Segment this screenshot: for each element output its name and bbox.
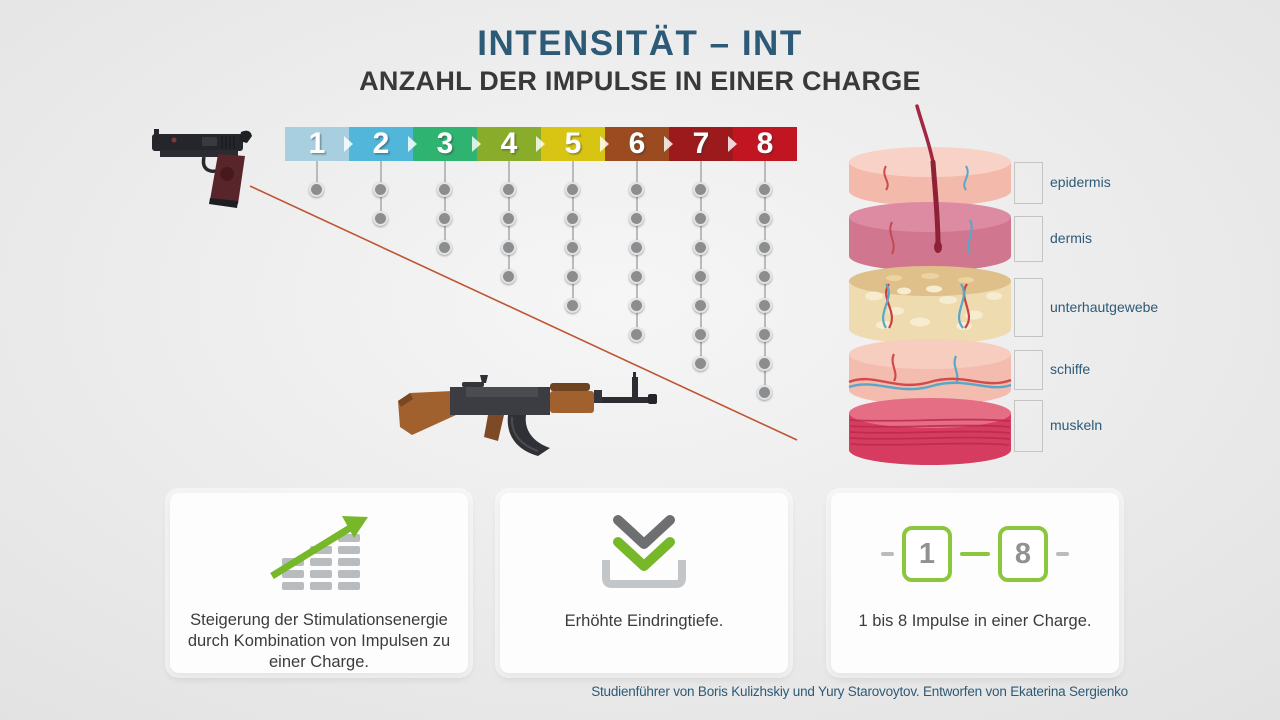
scale-segment-2: 2 bbox=[344, 127, 413, 161]
impulse-dot bbox=[629, 240, 644, 255]
impulse-dot bbox=[501, 182, 516, 197]
scale-segment-1: 1 bbox=[285, 127, 349, 161]
skin-layer-bracket bbox=[1014, 216, 1043, 262]
skin-layer-label-dermis: dermis bbox=[1050, 230, 1093, 246]
impulse-dot bbox=[693, 269, 708, 284]
chevron-right-icon bbox=[408, 136, 417, 152]
impulse-dot bbox=[565, 298, 580, 313]
skin-layer-label-unterhautgewebe: unterhautgewebe bbox=[1050, 298, 1159, 315]
impulse-dot bbox=[757, 298, 772, 313]
range-outer-dash-left bbox=[881, 552, 894, 556]
chevron-right-icon bbox=[472, 136, 481, 152]
impulse-dot bbox=[693, 356, 708, 371]
impulse-dot bbox=[629, 327, 644, 342]
impulse-dot bbox=[757, 269, 772, 284]
impulse-dot bbox=[693, 211, 708, 226]
page-title: INTENSITÄT – INT bbox=[477, 24, 803, 63]
impulse-dot bbox=[437, 211, 452, 226]
chevron-right-icon bbox=[664, 136, 673, 152]
impulse-dot bbox=[501, 269, 516, 284]
ak47-rifle-image bbox=[398, 372, 657, 456]
chevron-right-icon bbox=[600, 136, 609, 152]
skin-layer-label-epidermis: epidermis bbox=[1050, 174, 1111, 190]
impulse-dot bbox=[693, 182, 708, 197]
impulse-dot bbox=[373, 182, 388, 197]
scale-number: 6 bbox=[628, 127, 646, 160]
impulse-dot bbox=[437, 182, 452, 197]
scale-segment-8: 8 bbox=[728, 127, 797, 161]
scale-number: 2 bbox=[372, 127, 390, 160]
impulse-dot bbox=[693, 298, 708, 313]
chevron-right-icon bbox=[536, 136, 545, 152]
info-card-energy: Steigerung der Stimulationsenergie durch… bbox=[170, 493, 468, 673]
scale-number: 5 bbox=[564, 127, 582, 160]
scale-number: 7 bbox=[692, 127, 710, 160]
scale-segment-3: 3 bbox=[408, 127, 477, 161]
scale-segment-6: 6 bbox=[600, 127, 669, 161]
scale-segment-4: 4 bbox=[472, 127, 541, 161]
impulse-dot bbox=[629, 182, 644, 197]
impulse-dot bbox=[501, 211, 516, 226]
page-subtitle: ANZAHL DER IMPULSE IN EINER CHARGE bbox=[359, 66, 921, 96]
scale-number: 4 bbox=[500, 127, 518, 160]
skin-layer-bracket bbox=[1014, 350, 1043, 390]
range-start-box: 1 bbox=[902, 526, 952, 582]
impulse-dot bbox=[757, 211, 772, 226]
range-boxes-icon: 1 8 bbox=[881, 507, 1069, 601]
impulse-dot bbox=[693, 240, 708, 255]
impulse-dot bbox=[373, 211, 388, 226]
scale-segment-7: 7 bbox=[664, 127, 733, 161]
impulse-dot bbox=[565, 211, 580, 226]
skin-layer-bracket bbox=[1014, 162, 1043, 204]
impulse-dot bbox=[629, 269, 644, 284]
skin-layers-illustration bbox=[848, 104, 1012, 465]
range-connector-dash bbox=[960, 552, 990, 556]
intensity-scale: 1 2 3 4 5 6 7 8 bbox=[285, 127, 797, 161]
info-card-depth: Erhöhte Eindringtiefe. bbox=[500, 493, 788, 673]
info-card-range: 1 8 1 bis 8 Impulse in einer Charge. bbox=[831, 493, 1119, 673]
impulse-dot bbox=[693, 327, 708, 342]
makarov-pistol-image bbox=[152, 129, 252, 208]
scale-number: 1 bbox=[308, 127, 326, 160]
impulse-dot bbox=[757, 356, 772, 371]
impulse-dot bbox=[757, 182, 772, 197]
range-outer-dash-right bbox=[1056, 552, 1069, 556]
skin-layer-bracket bbox=[1014, 400, 1043, 452]
card-text: 1 bis 8 Impulse in einer Charge. bbox=[858, 612, 1092, 630]
skin-layer-bracket bbox=[1014, 278, 1043, 337]
impulse-dot bbox=[565, 182, 580, 197]
skin-layer-label-schiffe: schiffe bbox=[1050, 361, 1091, 377]
impulse-dot bbox=[757, 385, 772, 400]
credit-line: Studienführer von Boris Kulizhskiy und Y… bbox=[591, 684, 1128, 699]
impulse-dot bbox=[757, 240, 772, 255]
impulse-dot bbox=[565, 269, 580, 284]
card-text: Erhöhte Eindringtiefe. bbox=[564, 612, 724, 630]
scale-number: 3 bbox=[436, 127, 454, 160]
scale-number: 8 bbox=[756, 127, 774, 160]
bar-chart-rising-arrow-icon bbox=[264, 507, 374, 600]
chevron-right-icon bbox=[728, 136, 737, 152]
scale-segment-5: 5 bbox=[536, 127, 605, 161]
impulse-column-line bbox=[444, 161, 446, 248]
impulse-dot bbox=[565, 240, 580, 255]
impulse-dot bbox=[437, 240, 452, 255]
impulse-dot bbox=[757, 327, 772, 342]
range-end-box: 8 bbox=[998, 526, 1048, 582]
impulse-column-line bbox=[316, 161, 318, 190]
impulse-dot bbox=[629, 211, 644, 226]
impulse-dot bbox=[501, 240, 516, 255]
impulse-dot bbox=[629, 298, 644, 313]
card-text: Steigerung der Stimulationsenergie durch… bbox=[187, 611, 451, 671]
chevron-right-icon bbox=[344, 136, 353, 152]
skin-layer-label-muskeln: muskeln bbox=[1050, 417, 1103, 433]
double-chevron-down-tray-icon bbox=[594, 507, 694, 601]
impulse-dot bbox=[309, 182, 324, 197]
